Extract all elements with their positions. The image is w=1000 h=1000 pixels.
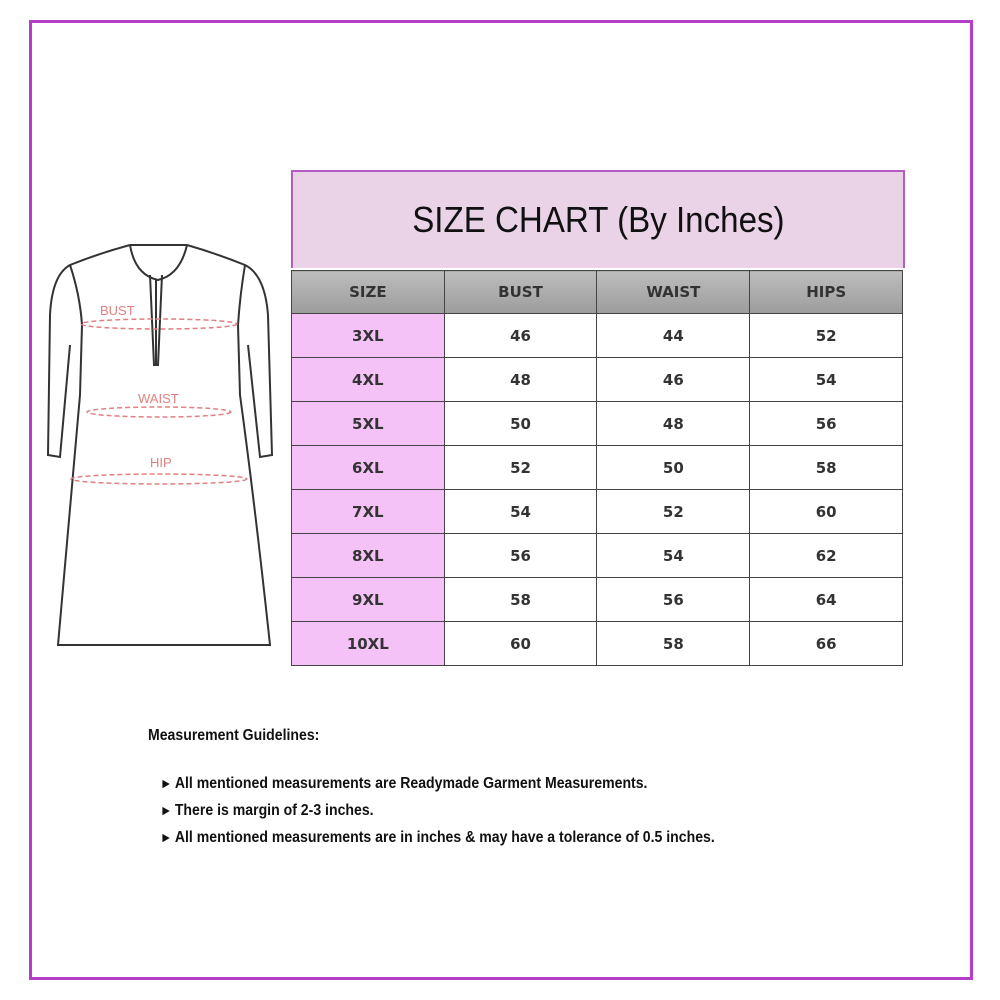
cell-bust: 54	[443, 489, 598, 534]
table-row: 4XL 48 46 54	[291, 357, 903, 402]
cell-hips: 62	[749, 533, 903, 578]
cell-waist: 48	[596, 401, 751, 446]
cell-size: 6XL	[291, 445, 445, 490]
cell-waist: 56	[596, 577, 751, 622]
header-bust: BUST	[443, 270, 598, 314]
guideline-text: All mentioned measurements are in inches…	[174, 829, 715, 846]
guidelines-list: ► All mentioned measurements are Readymad…	[160, 770, 715, 851]
cell-hips: 64	[749, 577, 903, 622]
cell-waist: 44	[596, 313, 751, 358]
cell-bust: 48	[443, 357, 598, 402]
guideline-item: ► All mentioned measurements are in inche…	[160, 824, 715, 851]
cell-hips: 54	[749, 357, 903, 402]
cell-waist: 46	[596, 357, 751, 402]
cell-bust: 46	[443, 313, 598, 358]
header-waist: WAIST	[596, 270, 751, 314]
guideline-text: There is margin of 2-3 inches.	[174, 802, 374, 819]
cell-bust: 52	[443, 445, 598, 490]
hip-label: HIP	[150, 455, 172, 470]
guideline-item: ► All mentioned measurements are Readymad…	[160, 770, 715, 797]
cell-waist: 54	[596, 533, 751, 578]
table-row: 8XL 56 54 62	[291, 533, 903, 578]
cell-bust: 60	[443, 621, 598, 666]
triangle-right-icon: ►	[160, 829, 173, 845]
cell-waist: 52	[596, 489, 751, 534]
cell-waist: 50	[596, 445, 751, 490]
cell-waist: 58	[596, 621, 751, 666]
cell-size: 4XL	[291, 357, 445, 402]
chart-title: SIZE CHART (By Inches)	[411, 199, 785, 240]
cell-hips: 52	[749, 313, 903, 358]
triangle-right-icon: ►	[160, 775, 173, 791]
table-header-row: SIZE BUST WAIST HIPS	[291, 270, 903, 314]
table-row: 10XL 60 58 66	[291, 621, 903, 666]
guidelines-heading: Measurement Guidelines:	[148, 727, 320, 744]
cell-size: 5XL	[291, 401, 445, 446]
header-hips: HIPS	[749, 270, 903, 314]
guideline-text: All mentioned measurements are Readymade…	[174, 775, 648, 792]
table-row: 6XL 52 50 58	[291, 445, 903, 490]
cell-size: 7XL	[291, 489, 445, 534]
cell-size: 3XL	[291, 313, 445, 358]
cell-bust: 58	[443, 577, 598, 622]
waist-label: WAIST	[138, 391, 179, 406]
header-size: SIZE	[291, 270, 445, 314]
size-table: SIZE BUST WAIST HIPS 3XL 46 44 52 4XL 48 46 54 5…	[291, 270, 903, 666]
triangle-right-icon: ►	[160, 802, 173, 818]
cell-size: 8XL	[291, 533, 445, 578]
cell-size: 10XL	[291, 621, 445, 666]
cell-hips: 60	[749, 489, 903, 534]
cell-bust: 56	[443, 533, 598, 578]
table-row: 3XL 46 44 52	[291, 313, 903, 358]
guideline-item: ► There is margin of 2-3 inches.	[160, 797, 715, 824]
cell-bust: 50	[443, 401, 598, 446]
table-row: 9XL 58 56 64	[291, 577, 903, 622]
cell-hips: 56	[749, 401, 903, 446]
page-frame	[29, 20, 973, 980]
table-row: 5XL 50 48 56	[291, 401, 903, 446]
chart-title-band: SIZE CHART (By Inches)	[291, 170, 905, 268]
cell-size: 9XL	[291, 577, 445, 622]
bust-label: BUST	[100, 303, 135, 318]
cell-hips: 58	[749, 445, 903, 490]
kurta-diagram: BUST WAIST HIP	[46, 244, 274, 646]
table-row: 7XL 54 52 60	[291, 489, 903, 534]
cell-hips: 66	[749, 621, 903, 666]
